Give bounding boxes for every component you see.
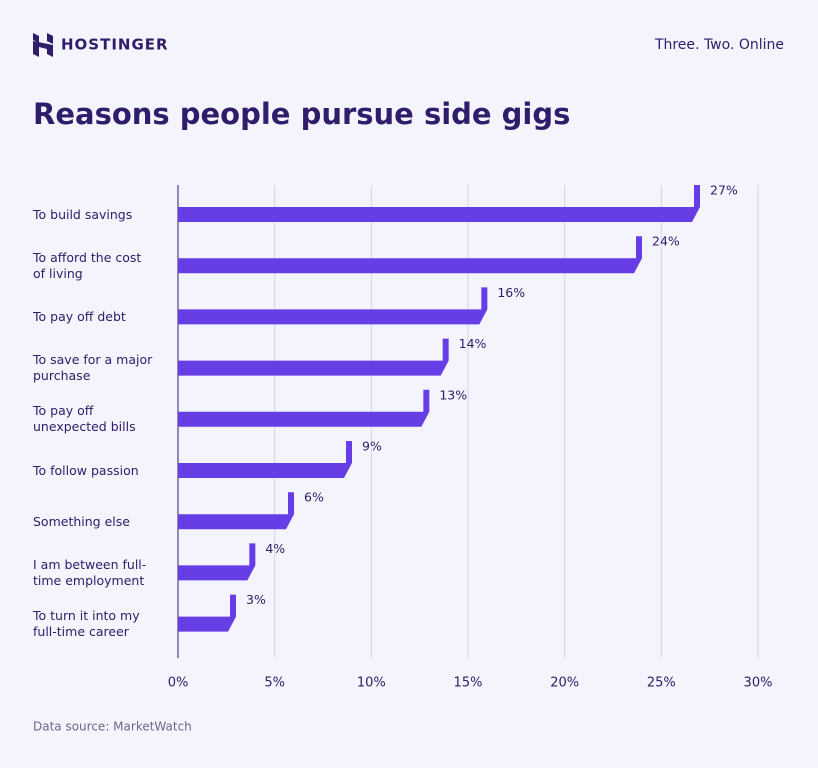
bar [178, 287, 488, 325]
x-tick-label: 20% [550, 676, 579, 691]
tagline: Three. Two. Online [654, 37, 784, 53]
x-tick-label: 0% [168, 676, 189, 691]
category-label: To afford the cost of living [33, 249, 142, 281]
category-label: To build savings [33, 206, 133, 222]
logo-text: HOSTINGER [61, 36, 169, 54]
category-label: To pay off debt [33, 308, 126, 324]
value-label: 14% [459, 336, 487, 351]
x-tick-label: 5% [264, 676, 285, 691]
bar [178, 236, 642, 274]
value-label: 6% [304, 490, 324, 505]
bar [178, 543, 256, 581]
category-label: I am between full-time employment [33, 556, 147, 588]
category-label: To follow passion [33, 462, 139, 478]
value-label: 16% [497, 285, 525, 300]
bar [178, 185, 700, 222]
category-label: Something else [33, 513, 130, 529]
bar [178, 594, 236, 632]
bar [178, 441, 352, 478]
x-tick-label: 10% [357, 676, 386, 691]
bar [178, 338, 449, 376]
value-label: 3% [246, 592, 266, 607]
value-label: 4% [265, 541, 285, 556]
category-label: To turn it into my full-time career [33, 608, 140, 640]
value-label: 24% [652, 234, 680, 249]
logo-icon [33, 33, 53, 57]
x-tick-label: 30% [744, 676, 773, 691]
value-label: 13% [439, 387, 467, 402]
category-label: To save for a major purchase [33, 352, 153, 384]
bar [178, 389, 430, 427]
x-tick-label: 25% [647, 676, 676, 691]
value-label: 27% [710, 183, 738, 198]
value-label: 9% [362, 439, 382, 454]
category-label: To pay off unexpected bills [33, 403, 136, 435]
x-tick-label: 15% [454, 676, 483, 691]
source: Data source: MarketWatch [33, 720, 192, 734]
bar [178, 492, 294, 530]
chart-title: Reasons people pursue side gigs [33, 97, 570, 131]
